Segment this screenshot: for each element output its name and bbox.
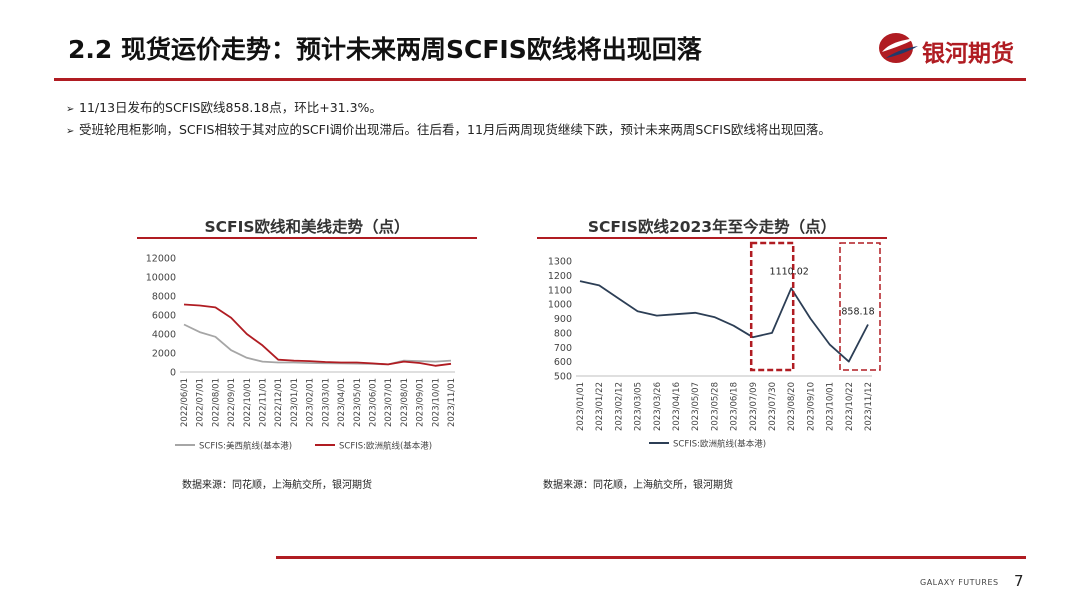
x-tick-label: 2023/06/01 [368,378,378,427]
y-tick-label: 700 [554,343,572,354]
arrow-bullet-icon: ➢ [66,126,75,137]
y-tick-label: 4000 [152,330,176,341]
x-tick-label: 2023/05/07 [691,382,701,431]
chart-scfis-europe-us: SCFIS欧线和美线走势（点） 0 2000 4000 6000 8000 10000 12… [137,210,477,500]
y-tick-label: 1300 [548,257,572,268]
x-tick-label: 2022/06/01 [180,378,190,427]
chart-title-divider [137,237,477,239]
x-tick-label: 2023/08/20 [787,382,797,431]
page-number: 7 [1014,572,1024,590]
bullet-item: ➢ 受班轮甩柜影响，SCFIS相较于其对应的SCFI调价出现滞后。往后看，11月后… [66,120,831,142]
x-tick-label: 2022/11/01 [259,378,269,427]
x-tick-label: 2023/01/01 [290,378,300,427]
y-tick-label: 1200 [548,271,572,282]
x-tick-label: 2023/04/16 [672,382,682,431]
data-source-note: 数据来源：同花顺，上海航交所，银河期货 [182,480,372,491]
title-divider [54,78,1026,81]
company-logo: 银河期货 [876,30,1036,67]
bullet-text: 11/13日发布的SCFIS欧线858.18点，环比+31.3%。 [79,100,382,115]
x-tick-label: 2023/05/28 [710,382,720,431]
highlight-box-peak [749,241,795,372]
y-tick-label: 1100 [548,285,572,296]
x-tick-label: 2023/07/01 [384,378,394,427]
bullet-list: ➢ 11/13日发布的SCFIS欧线858.18点，环比+31.3%。 ➢ 受班轮甩… [66,98,831,142]
bullet-text: 受班轮甩柜影响，SCFIS相较于其对应的SCFI调价出现滞后。往后看，11月后两… [79,122,831,137]
x-tick-label: 2022/07/01 [196,378,206,427]
annotation-peak: 1110.02 [770,266,809,277]
annotation-latest: 858.18 [841,307,874,318]
x-tick-label: 2022/12/01 [274,378,284,427]
x-tick-label: 2023/03/01 [321,378,331,427]
chart-plot: 500 600 700 800 900 1000 1100 1200 1300 2023/01/0… [548,241,881,450]
series-line [183,323,452,366]
x-tick-label: 2023/10/01 [431,378,441,427]
y-tick-label: 1000 [548,300,572,311]
series-line [183,303,452,367]
x-tick-label: 2023/07/30 [768,382,778,431]
x-tick-label: 2023/01/22 [595,382,605,431]
x-tick-label: 2022/08/01 [211,378,221,427]
y-tick-label: 500 [554,372,572,383]
x-tick-label: 2023/07/09 [749,382,759,431]
highlight-box-latest [839,242,881,371]
x-tick-label: 2023/02/12 [614,382,624,431]
x-tick-label: 2023/01/01 [576,382,586,431]
x-tick-label: 2023/05/01 [353,378,363,427]
y-tick-label: 2000 [152,349,176,360]
x-tick-label: 2023/02/01 [306,378,316,427]
x-tick-label: 2023/04/01 [337,378,347,427]
chart-title: SCFIS欧线2023年至今走势（点） [587,218,837,236]
x-tick-label: 2023/11/01 [447,378,457,427]
y-tick-label: 900 [554,314,572,325]
arrow-bullet-icon: ➢ [66,104,75,115]
x-tick-label: 2023/10/01 [826,382,836,431]
chart-scfis-europe-2023: SCFIS欧线2023年至今走势（点） 500 600 700 800 900 1000 1… [537,210,887,500]
bullet-item: ➢ 11/13日发布的SCFIS欧线858.18点，环比+31.3%。 [66,98,831,120]
x-tick-label: 2022/10/01 [243,378,253,427]
x-tick-label: 2023/09/10 [806,382,816,431]
y-tick-label: 8000 [152,292,176,303]
x-tick-label: 2023/10/22 [845,382,855,431]
x-tick-label: 2023/03/26 [653,382,663,431]
x-tick-label: 2023/06/18 [730,382,740,431]
y-tick-label: 800 [554,328,572,339]
x-tick-label: 2022/09/01 [227,378,237,427]
y-tick-label: 12000 [146,254,176,265]
legend-label: SCFIS:美西航线(基本港) [199,441,292,452]
footer-brand: GALAXY FUTURES [920,578,999,587]
footer-divider [276,556,1026,559]
y-tick-label: 0 [170,368,176,379]
legend-label: SCFIS:欧洲航线(基本港) [339,441,432,452]
x-tick-label: 2023/09/01 [416,378,426,427]
galaxy-logo-icon [879,33,918,63]
chart-title: SCFIS欧线和美线走势（点） [204,218,410,236]
data-source-note: 数据来源：同花顺，上海航交所，银河期货 [543,480,733,491]
series-line [579,280,869,363]
page-title: 2.2 现货运价走势：预计未来两周SCFIS欧线将出现回落 [68,35,702,64]
logo-text: 银河期货 [922,41,1014,67]
y-tick-label: 600 [554,357,572,368]
y-tick-label: 6000 [152,311,176,322]
x-tick-label: 2023/11/12 [864,382,874,431]
chart-plot: 0 2000 4000 6000 8000 10000 12000 2022/06/01 202… [146,254,457,452]
chart-title-divider [537,237,887,239]
y-tick-label: 10000 [146,273,176,284]
x-tick-label: 2023/03/05 [634,382,644,431]
legend-label: SCFIS:欧洲航线(基本港) [673,439,766,450]
x-tick-label: 2023/08/01 [400,378,410,427]
